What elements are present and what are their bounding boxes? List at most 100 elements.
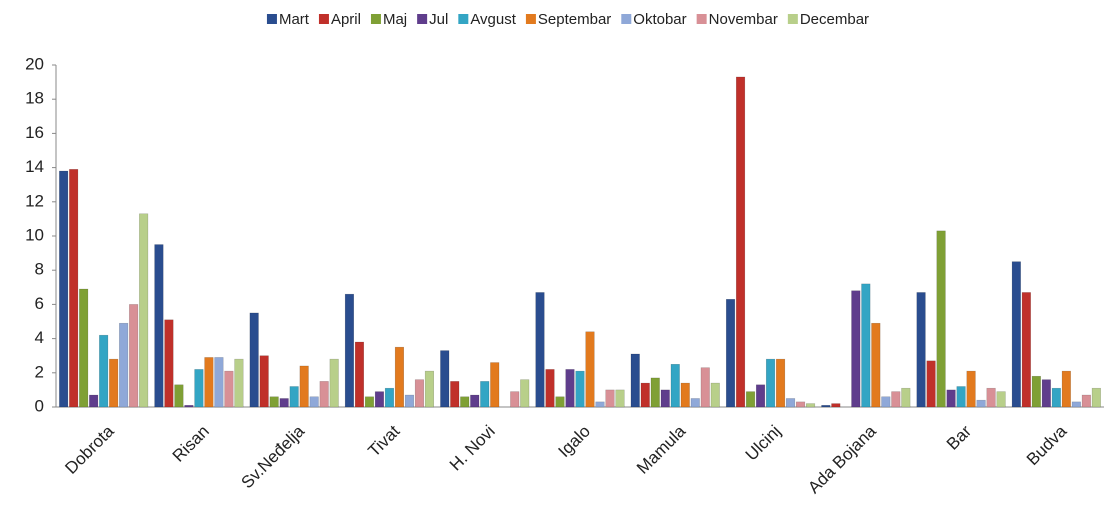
bar xyxy=(490,362,500,408)
bar xyxy=(725,299,736,408)
bar xyxy=(1091,387,1101,408)
legend-label: Mart xyxy=(279,11,310,28)
bar xyxy=(891,391,901,408)
bar xyxy=(470,394,480,408)
legend-label: Jul xyxy=(429,11,448,28)
bar xyxy=(299,365,309,408)
bar xyxy=(450,381,460,408)
bar xyxy=(414,379,425,408)
bar xyxy=(279,398,289,408)
x-tick-label: Risan xyxy=(169,422,213,466)
bar xyxy=(831,403,841,408)
bar xyxy=(259,355,269,408)
bar xyxy=(585,331,595,408)
bar xyxy=(956,386,966,408)
bar xyxy=(630,353,640,408)
y-tick-label: 20 xyxy=(25,54,44,73)
bar xyxy=(224,370,234,408)
bar xyxy=(640,382,650,408)
bar xyxy=(976,399,986,408)
legend-swatch xyxy=(266,14,277,24)
bar xyxy=(946,389,956,408)
legend-swatch xyxy=(318,14,329,24)
bar xyxy=(535,292,545,408)
x-tick-label: Igalo xyxy=(554,422,594,462)
bar xyxy=(881,396,891,408)
bar xyxy=(735,76,746,408)
bar xyxy=(184,405,194,408)
x-tick-label: Mamula xyxy=(633,421,690,478)
legend-label: Avgust xyxy=(470,11,516,28)
legend-label: Septembar xyxy=(538,11,611,28)
bar xyxy=(440,350,450,408)
x-tick-label: H. Novi xyxy=(446,422,499,475)
bar xyxy=(650,377,660,408)
bar xyxy=(174,384,184,408)
legend-label: April xyxy=(331,11,361,28)
y-tick-label: 0 xyxy=(35,396,44,415)
bar xyxy=(234,358,244,408)
bar xyxy=(805,403,816,408)
bar xyxy=(164,319,174,408)
bar xyxy=(129,304,139,408)
bar xyxy=(926,360,936,408)
bar xyxy=(344,293,355,408)
bar xyxy=(821,405,831,408)
y-tick-label: 18 xyxy=(25,89,44,108)
legend-swatch xyxy=(370,14,381,24)
y-tick-label: 16 xyxy=(25,123,44,142)
x-tick-label: Tivat xyxy=(364,421,403,460)
bar xyxy=(565,369,575,408)
bar xyxy=(575,370,585,408)
bar xyxy=(79,288,89,408)
bar xyxy=(1081,394,1091,408)
bar xyxy=(861,283,871,408)
legend-label: Maj xyxy=(383,11,407,28)
bar xyxy=(1071,401,1081,408)
bar xyxy=(99,334,109,408)
x-tick-label: Ulcinj xyxy=(742,422,785,465)
bar xyxy=(424,370,435,408)
bar xyxy=(700,367,710,408)
bar xyxy=(851,290,861,408)
bar xyxy=(374,391,385,408)
y-tick-label: 4 xyxy=(35,328,44,347)
bar xyxy=(710,382,720,408)
bar xyxy=(1051,387,1061,408)
bar xyxy=(916,292,926,408)
y-tick-label: 10 xyxy=(25,225,44,244)
bar xyxy=(309,396,319,408)
bar xyxy=(755,384,766,408)
legend-swatch xyxy=(696,14,707,24)
bar xyxy=(901,387,911,408)
bar xyxy=(364,396,375,408)
bar xyxy=(986,387,996,408)
bar xyxy=(269,396,279,408)
bar xyxy=(520,379,530,408)
bar xyxy=(545,369,555,408)
bar xyxy=(996,391,1006,408)
legend-swatch xyxy=(525,14,536,24)
bar xyxy=(795,401,806,408)
legend-swatch xyxy=(458,14,469,24)
bar xyxy=(69,169,79,408)
x-tick-label: Sv.Neđelja xyxy=(238,421,309,492)
bar xyxy=(745,391,756,408)
bar xyxy=(384,387,395,408)
x-tick-label: Dobrota xyxy=(61,421,118,478)
y-tick-label: 6 xyxy=(35,294,44,313)
bar xyxy=(510,391,520,408)
y-tick-label: 2 xyxy=(35,362,44,381)
bar xyxy=(660,389,670,408)
bar xyxy=(1011,261,1021,408)
bar xyxy=(595,401,605,408)
bar xyxy=(319,381,329,408)
bar xyxy=(966,370,976,408)
bar xyxy=(605,389,615,408)
bar xyxy=(480,381,490,408)
bar xyxy=(139,213,149,408)
bar xyxy=(249,312,259,408)
x-tick-label: Ada Bojana xyxy=(804,421,880,497)
